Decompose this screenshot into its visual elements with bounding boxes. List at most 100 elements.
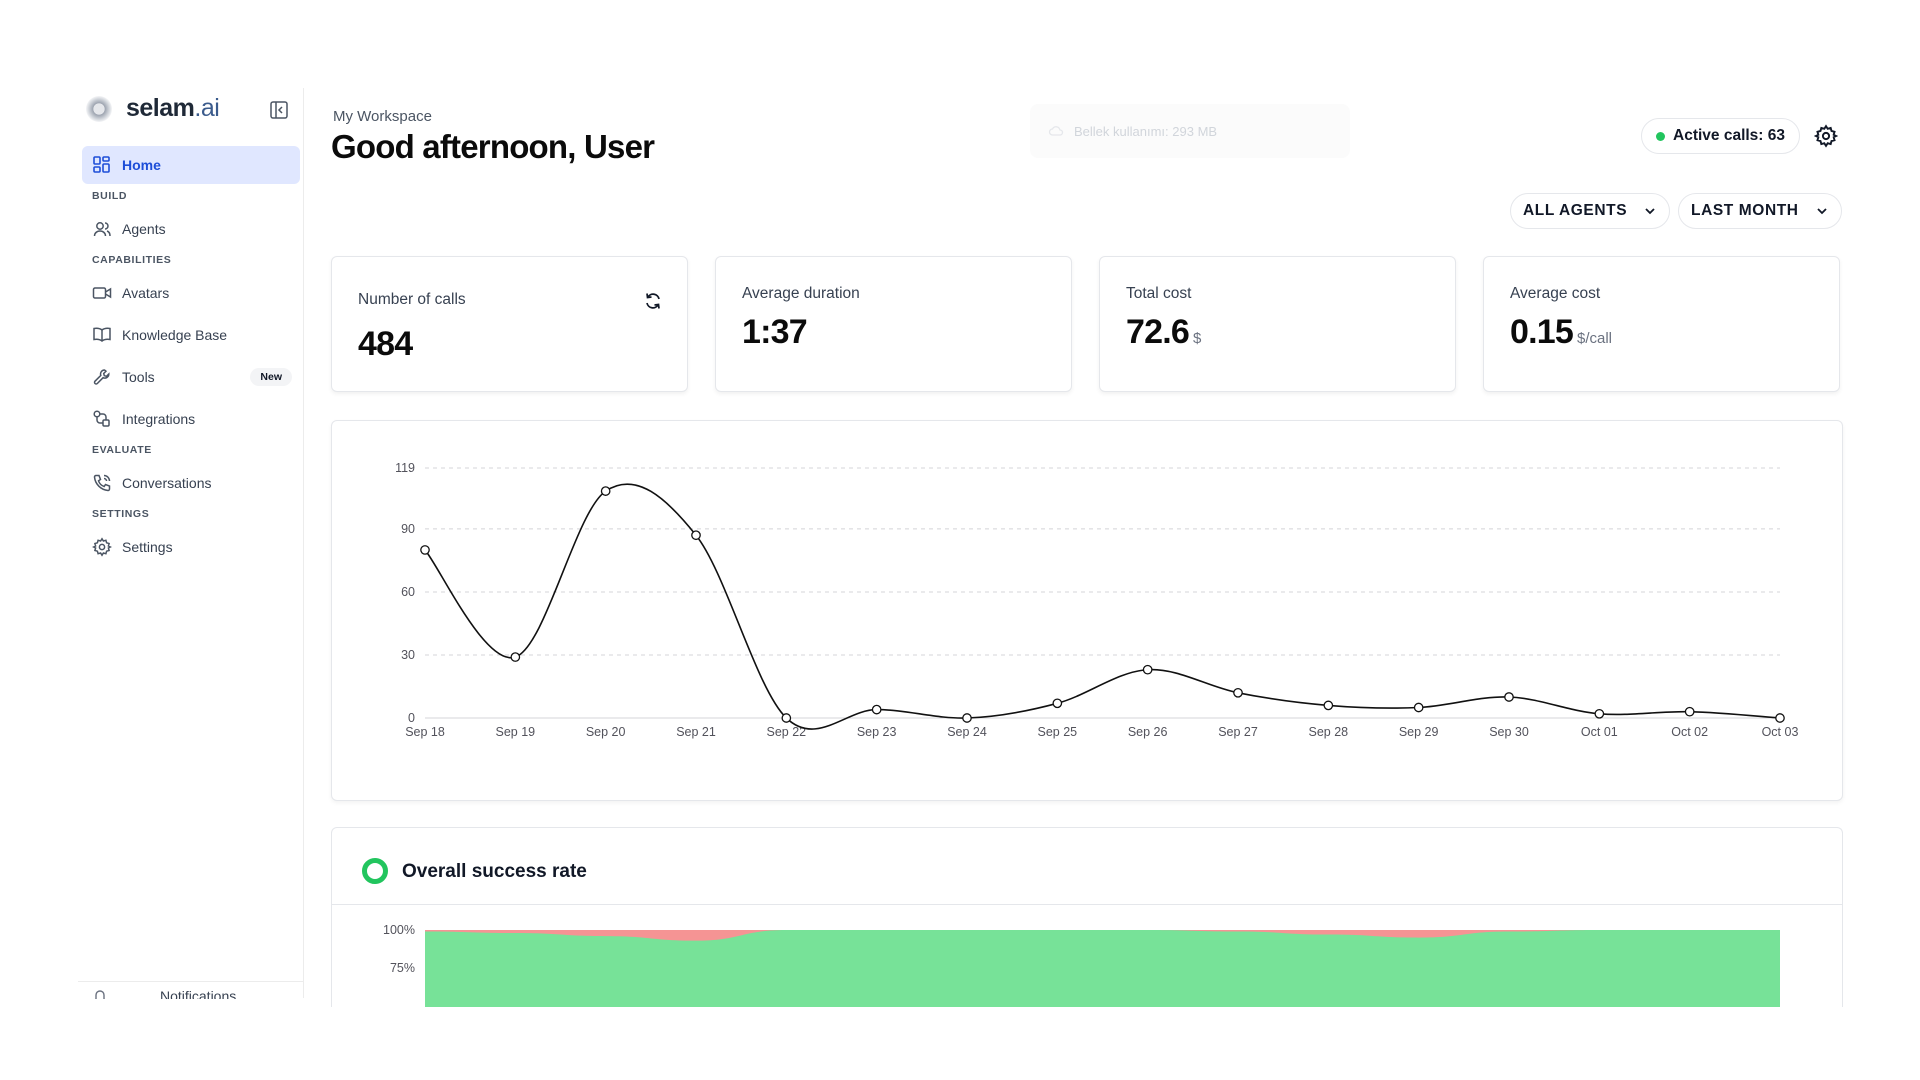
stat-unit: $ [1192, 330, 1202, 347]
sidebar-item-label: Knowledge Base [122, 327, 228, 343]
sidebar-item-conversations[interactable]: Conversations [82, 464, 300, 502]
data-point[interactable] [420, 545, 430, 555]
data-point[interactable] [1775, 713, 1785, 723]
stat-label: Average cost [1510, 285, 1601, 302]
success-rate-chart: 100% 75% [383, 923, 1780, 1007]
cloud-icon [1048, 126, 1064, 136]
stat-label: Number of calls [358, 291, 466, 308]
status-dot-icon [1656, 131, 1665, 141]
wrench-icon [93, 369, 110, 385]
notifications-label: Notifications [160, 988, 237, 999]
success-ring-icon [362, 858, 388, 884]
sidebar-item-label: Tools [122, 369, 155, 385]
x-tick-label: Oct 01 [1581, 725, 1618, 739]
section-evaluate: EVALUATE [92, 444, 152, 456]
sidebar-item-label: Agents [122, 221, 166, 237]
new-badge: New [250, 368, 292, 386]
section-capabilities: CAPABILITIES [92, 254, 172, 266]
section-settings: SETTINGS [92, 508, 150, 520]
x-tick-label: Sep 22 [767, 725, 807, 739]
x-tick-label: Sep 29 [1399, 725, 1439, 739]
data-point[interactable] [781, 713, 792, 723]
x-tick-label: Oct 02 [1671, 725, 1708, 739]
success-rate-header: Overall success rate [332, 828, 1842, 905]
stat-value: 484 [358, 325, 413, 363]
grid-icon [93, 156, 110, 173]
data-point[interactable] [1323, 700, 1334, 711]
page-title: Good afternoon, User [331, 128, 655, 165]
agents-filter-dropdown[interactable]: ALL AGENTS [1510, 193, 1671, 229]
video-icon [92, 287, 112, 299]
sidebar-nav: Home BUILD Agents CAPABILITIES Avatars K… [82, 146, 300, 570]
x-tick-label: Sep 26 [1128, 725, 1168, 739]
integrations-icon [93, 410, 110, 427]
y-tick-label: 75% [390, 961, 415, 975]
x-tick-label: Sep 19 [496, 725, 536, 739]
success-area [425, 930, 1780, 1007]
x-tick-label: Oct 03 [1762, 725, 1799, 739]
period-filter-dropdown[interactable]: LAST MONTH [1678, 193, 1842, 229]
sidebar-item-label: Home [122, 157, 161, 173]
data-point[interactable] [1142, 664, 1153, 675]
sidebar-item-home[interactable]: Home [82, 146, 300, 184]
sidebar-item-label: Settings [122, 539, 173, 555]
settings-gear-icon[interactable] [1814, 124, 1838, 148]
data-point[interactable] [962, 713, 972, 723]
sidebar-item-tools[interactable]: Tools New [82, 358, 300, 396]
x-tick-label: Sep 20 [586, 725, 626, 739]
book-icon [93, 327, 111, 342]
y-tick-label: 90 [401, 522, 415, 536]
y-tick-label: 30 [401, 648, 415, 662]
x-tick-label: Sep 18 [405, 725, 445, 739]
calls-line-chart: 0 30 60 90 119 Sep 18 Sep 19 Sep 20 Sep 21 Sep 22… [395, 461, 1799, 739]
stat-unit: $/call [1576, 330, 1613, 347]
bell-icon [95, 990, 105, 999]
stat-value: 1:37 [742, 313, 808, 351]
data-point[interactable] [1052, 698, 1063, 709]
stat-label: Average duration [742, 285, 860, 302]
logo-icon [86, 95, 112, 122]
stat-value: 0.15 $/call [1510, 313, 1613, 351]
chevron-down-icon [1816, 208, 1827, 215]
sidebar-item-knowledge-base[interactable]: Knowledge Base [82, 316, 300, 354]
period-filter-label: LAST MONTH [1691, 202, 1799, 219]
phone-icon [93, 474, 111, 492]
users-icon [93, 222, 111, 237]
sidebar-item-agents[interactable]: Agents [82, 210, 300, 248]
active-calls-badge[interactable]: Active calls: 63 [1641, 118, 1801, 154]
stat-card-calls: Number of calls 484 [331, 256, 688, 392]
data-point[interactable] [1233, 687, 1243, 698]
refresh-icon[interactable] [643, 291, 663, 311]
x-tick-label: Sep 27 [1218, 725, 1258, 739]
sidebar-collapse-icon[interactable] [269, 100, 289, 120]
stat-value: 72.6 $ [1126, 313, 1202, 351]
data-point[interactable] [871, 704, 882, 715]
x-tick-label: Sep 30 [1489, 725, 1529, 739]
sidebar-item-settings[interactable]: Settings [82, 528, 300, 566]
active-calls-label: Active calls: 63 [1673, 127, 1786, 144]
data-point[interactable] [1413, 702, 1424, 713]
y-tick-label: 119 [395, 461, 415, 475]
x-tick-label: Sep 21 [676, 725, 716, 739]
data-point[interactable] [1594, 708, 1605, 719]
data-point[interactable] [1504, 692, 1514, 702]
sidebar-item-avatars[interactable]: Avatars [82, 274, 300, 312]
x-tick-label: Sep 24 [947, 725, 987, 739]
data-point[interactable] [1684, 706, 1695, 717]
stat-card-total-cost: Total cost 72.6 $ [1099, 256, 1456, 392]
sidebar-item-integrations[interactable]: Integrations [82, 400, 300, 438]
sidebar-item-label: Avatars [122, 285, 170, 301]
chevron-down-icon [1645, 208, 1655, 215]
series-line [424, 483, 1781, 730]
data-point[interactable] [510, 652, 521, 662]
x-tick-label: Sep 28 [1309, 725, 1349, 739]
stat-card-duration: Average duration 1:37 [715, 256, 1072, 392]
brand-name: selam.ai [126, 94, 220, 122]
brand[interactable]: selam.ai [86, 94, 220, 123]
success-rate-title: Overall success rate [402, 861, 587, 882]
x-tick-label: Sep 23 [857, 725, 897, 739]
sidebar-footer[interactable]: Notifications [78, 981, 304, 999]
data-point[interactable] [691, 530, 701, 541]
data-point[interactable] [600, 486, 611, 496]
sidebar-item-label: Integrations [122, 411, 196, 427]
